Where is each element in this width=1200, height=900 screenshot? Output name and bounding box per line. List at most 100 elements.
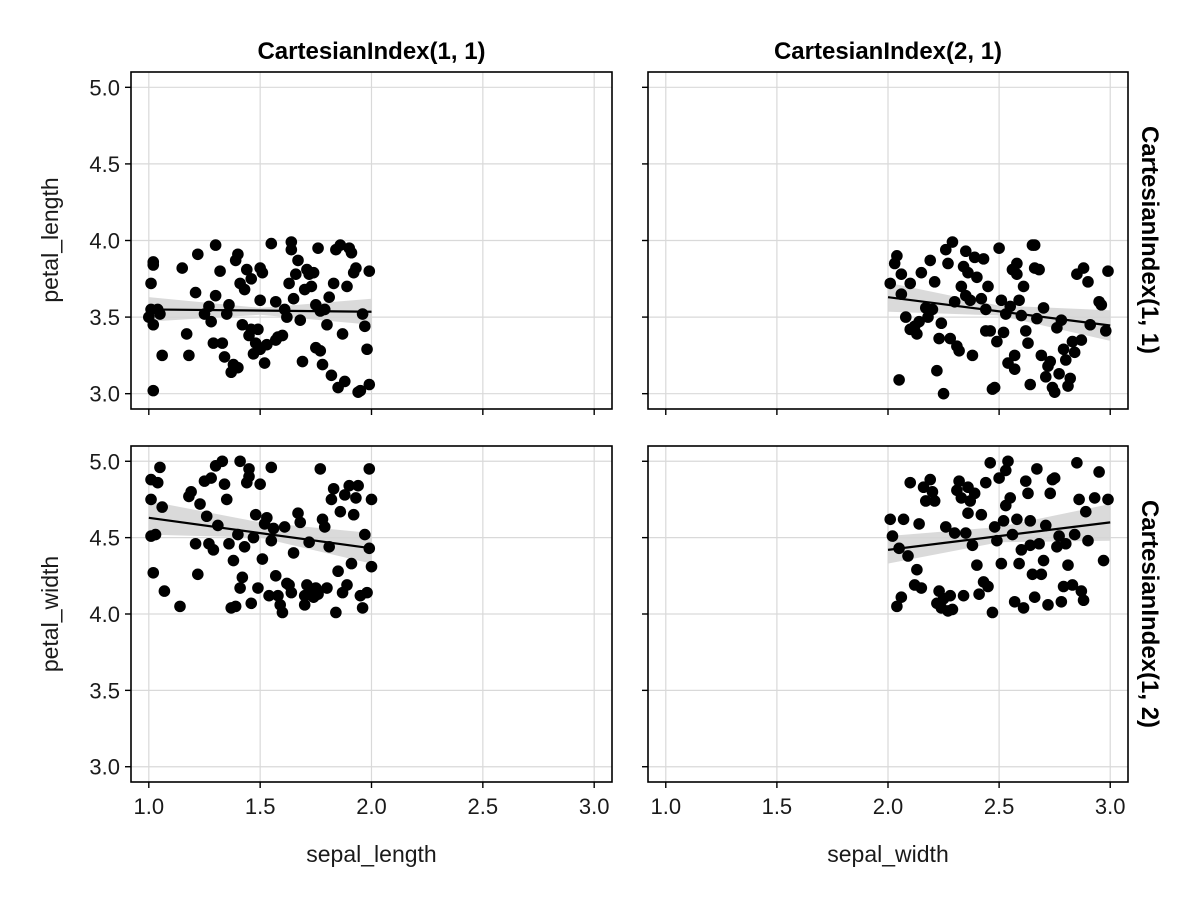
scatter-point [1095, 299, 1108, 311]
scatter-point [325, 493, 338, 506]
scatter-point [240, 263, 253, 276]
scatter-point [1013, 294, 1025, 307]
scatter-point [946, 603, 959, 616]
regression-line [887, 296, 1111, 327]
scatter-point [931, 364, 943, 377]
scatter-point [1084, 318, 1097, 331]
y-axis-title-row-2: petal_width [37, 556, 63, 672]
scatter-point [1066, 335, 1079, 348]
scatter-point [310, 341, 322, 354]
scatter-point [192, 248, 204, 261]
x-tick-label: 1.0 [650, 794, 681, 819]
scatter-point [1082, 534, 1094, 547]
scatter-point [1093, 466, 1105, 478]
scatter-point [223, 537, 235, 550]
regression-line [148, 516, 372, 550]
scatter-point [281, 311, 293, 323]
scatter-point [1053, 367, 1065, 380]
scatter-point [189, 286, 202, 299]
scatter-point [935, 317, 948, 330]
scatter-point [298, 599, 311, 611]
x-axis-title-col-2: sepal_width [827, 841, 948, 867]
scatter-point [917, 481, 930, 494]
scatter-point [147, 566, 160, 579]
scatter-point [356, 602, 369, 614]
scatter-point [915, 266, 928, 279]
x-tick-label: 2.0 [356, 794, 387, 819]
scatter-point [1062, 559, 1074, 571]
y-tick-label: 3.5 [89, 305, 120, 330]
scatter-point [1099, 325, 1112, 337]
y-tick-label: 4.5 [89, 152, 120, 177]
scatter-point [183, 349, 195, 362]
x-tick-label: 2.5 [468, 794, 499, 819]
y-tick-label: 3.0 [89, 755, 120, 780]
scatter-point [194, 498, 206, 510]
scatter-point [276, 606, 289, 619]
scatter-point [245, 272, 258, 285]
scatter-point [216, 337, 229, 349]
scatter-point [214, 265, 226, 277]
scatter-point [363, 463, 376, 475]
scatter-point [200, 510, 213, 523]
scatter-point [1102, 493, 1114, 506]
column-title-2: CartesianIndex(2, 1) [774, 38, 1002, 65]
scatter-point [1066, 579, 1079, 591]
scatter-point [1044, 487, 1057, 500]
scatter-point [982, 280, 994, 293]
scatter-point [1055, 595, 1068, 608]
scatter-point [1024, 515, 1037, 527]
row-title-2: CartesianIndex(1, 2) [1136, 500, 1163, 728]
y-tick-label: 5.0 [89, 75, 120, 100]
scatter-point [913, 518, 925, 530]
panel-r2-c1: 3.0 3.5 4.0 4.5 5.0 1.0 1.5 2.0 2.5 3.0 [89, 445, 613, 819]
scatter-point [975, 292, 988, 305]
scatter-point [278, 521, 291, 533]
scatter-point [185, 486, 197, 498]
scatter-point [338, 489, 351, 501]
scatter-point [993, 242, 1005, 254]
scatter-point [314, 463, 327, 475]
scatter-point [350, 262, 362, 274]
scatter-point [913, 315, 925, 328]
scatter-point [911, 563, 923, 576]
scatter-point [1022, 487, 1034, 500]
scatter-point [1033, 263, 1045, 276]
column-title-1: CartesianIndex(1, 1) [257, 38, 485, 65]
scatter-point [1068, 528, 1081, 541]
scatter-point [359, 320, 371, 333]
scatter-point [359, 528, 371, 541]
scatter-point [982, 580, 994, 593]
scatter-point [325, 369, 338, 382]
scatter-point [332, 565, 344, 578]
scatter-point [232, 248, 244, 261]
scatter-point [296, 355, 309, 368]
scatter-point [220, 493, 233, 506]
scatter-point [953, 475, 965, 487]
scatter-point [924, 254, 937, 267]
scatter-point [968, 251, 981, 264]
scatter-point [1037, 554, 1050, 567]
scatter-point [904, 277, 917, 290]
scatter-point [893, 374, 905, 386]
scatter-point [327, 277, 340, 290]
scatter-point [997, 326, 1010, 339]
scatter-point [939, 521, 952, 533]
scatter-point [189, 537, 202, 550]
scatter-point [363, 378, 376, 391]
scatter-point [899, 311, 912, 323]
scatter-point [1075, 334, 1088, 346]
scatter-point [263, 589, 275, 602]
scatter-point [261, 338, 273, 351]
scatter-point [1039, 371, 1052, 383]
scatter-point [1088, 492, 1101, 504]
scatter-point [256, 553, 269, 565]
regression-line [148, 308, 372, 313]
scatter-point [966, 539, 979, 552]
scatter-point [145, 493, 157, 506]
scatter-point [307, 266, 320, 279]
scatter-point [924, 473, 937, 486]
y-tick-label: 3.0 [89, 382, 120, 407]
scatter-point [232, 361, 244, 374]
